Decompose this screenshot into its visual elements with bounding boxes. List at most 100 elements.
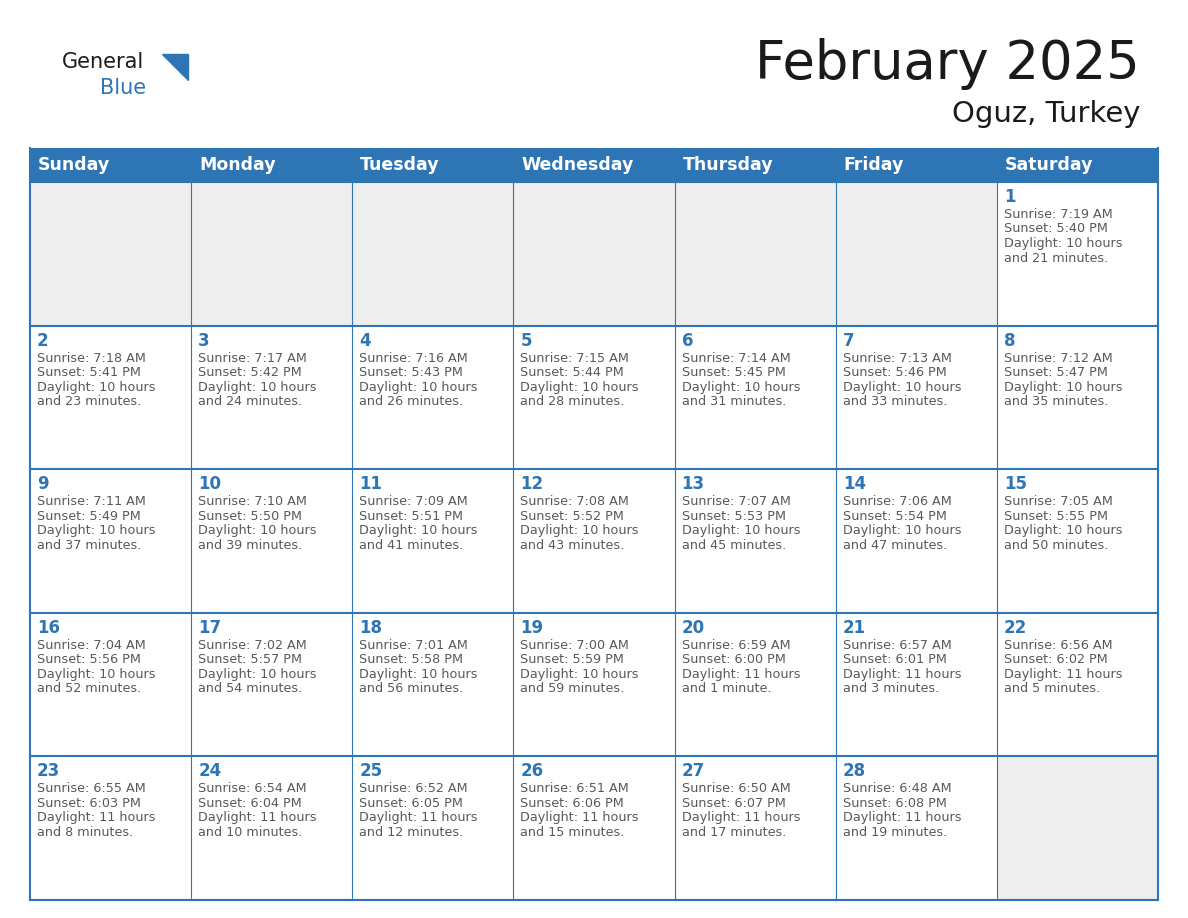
Text: Wednesday: Wednesday bbox=[522, 156, 634, 174]
Bar bbox=[353, 182, 513, 326]
Text: 24: 24 bbox=[198, 763, 221, 780]
Text: Sunrise: 7:10 AM: Sunrise: 7:10 AM bbox=[198, 495, 307, 509]
Bar bbox=[513, 469, 675, 613]
Text: and 39 minutes.: and 39 minutes. bbox=[198, 539, 303, 552]
Text: Sunrise: 7:05 AM: Sunrise: 7:05 AM bbox=[1004, 495, 1113, 509]
Text: Sunrise: 6:59 AM: Sunrise: 6:59 AM bbox=[682, 639, 790, 652]
Text: and 24 minutes.: and 24 minutes. bbox=[198, 395, 302, 409]
Text: 7: 7 bbox=[842, 331, 854, 350]
Text: 19: 19 bbox=[520, 619, 544, 637]
Text: Daylight: 10 hours: Daylight: 10 hours bbox=[198, 667, 317, 681]
Text: Sunrise: 7:02 AM: Sunrise: 7:02 AM bbox=[198, 639, 307, 652]
Text: Daylight: 10 hours: Daylight: 10 hours bbox=[359, 381, 478, 394]
Bar bbox=[675, 326, 835, 469]
Text: 22: 22 bbox=[1004, 619, 1028, 637]
Text: and 41 minutes.: and 41 minutes. bbox=[359, 539, 463, 552]
Text: and 52 minutes.: and 52 minutes. bbox=[37, 682, 141, 695]
Text: Sunrise: 6:56 AM: Sunrise: 6:56 AM bbox=[1004, 639, 1112, 652]
Text: Sunrise: 7:16 AM: Sunrise: 7:16 AM bbox=[359, 352, 468, 364]
Text: 25: 25 bbox=[359, 763, 383, 780]
Text: Sunrise: 7:17 AM: Sunrise: 7:17 AM bbox=[198, 352, 307, 364]
Text: and 12 minutes.: and 12 minutes. bbox=[359, 826, 463, 839]
Text: Sunset: 5:54 PM: Sunset: 5:54 PM bbox=[842, 509, 947, 522]
Text: Daylight: 10 hours: Daylight: 10 hours bbox=[198, 381, 317, 394]
Text: and 35 minutes.: and 35 minutes. bbox=[1004, 395, 1108, 409]
Bar bbox=[353, 469, 513, 613]
Text: Sunrise: 7:08 AM: Sunrise: 7:08 AM bbox=[520, 495, 630, 509]
Text: Sunrise: 7:13 AM: Sunrise: 7:13 AM bbox=[842, 352, 952, 364]
Text: Sunset: 5:51 PM: Sunset: 5:51 PM bbox=[359, 509, 463, 522]
Bar bbox=[191, 182, 353, 326]
Bar bbox=[30, 182, 191, 326]
Text: and 23 minutes.: and 23 minutes. bbox=[37, 395, 141, 409]
Text: Sunset: 5:44 PM: Sunset: 5:44 PM bbox=[520, 366, 624, 379]
Text: Sunday: Sunday bbox=[38, 156, 110, 174]
Text: Daylight: 10 hours: Daylight: 10 hours bbox=[520, 381, 639, 394]
Bar bbox=[835, 469, 997, 613]
Text: Sunrise: 6:48 AM: Sunrise: 6:48 AM bbox=[842, 782, 952, 795]
Text: Daylight: 10 hours: Daylight: 10 hours bbox=[359, 667, 478, 681]
Text: Daylight: 11 hours: Daylight: 11 hours bbox=[1004, 667, 1123, 681]
Text: and 10 minutes.: and 10 minutes. bbox=[198, 826, 303, 839]
Bar bbox=[513, 613, 675, 756]
Text: and 50 minutes.: and 50 minutes. bbox=[1004, 539, 1108, 552]
Text: Sunrise: 7:00 AM: Sunrise: 7:00 AM bbox=[520, 639, 630, 652]
Text: and 59 minutes.: and 59 minutes. bbox=[520, 682, 625, 695]
Text: 26: 26 bbox=[520, 763, 544, 780]
Text: 12: 12 bbox=[520, 476, 544, 493]
Text: Daylight: 11 hours: Daylight: 11 hours bbox=[359, 812, 478, 824]
Bar bbox=[835, 326, 997, 469]
Text: Sunset: 6:04 PM: Sunset: 6:04 PM bbox=[198, 797, 302, 810]
Text: Daylight: 10 hours: Daylight: 10 hours bbox=[37, 667, 156, 681]
Text: Sunrise: 6:57 AM: Sunrise: 6:57 AM bbox=[842, 639, 952, 652]
Bar bbox=[997, 469, 1158, 613]
Text: Daylight: 11 hours: Daylight: 11 hours bbox=[682, 667, 800, 681]
Text: February 2025: February 2025 bbox=[756, 38, 1140, 90]
Text: Sunset: 6:03 PM: Sunset: 6:03 PM bbox=[37, 797, 141, 810]
Bar bbox=[675, 182, 835, 326]
Bar bbox=[30, 469, 191, 613]
Text: Sunset: 5:52 PM: Sunset: 5:52 PM bbox=[520, 509, 625, 522]
Bar bbox=[353, 613, 513, 756]
Text: Sunrise: 6:51 AM: Sunrise: 6:51 AM bbox=[520, 782, 630, 795]
Text: and 37 minutes.: and 37 minutes. bbox=[37, 539, 141, 552]
Text: Friday: Friday bbox=[843, 156, 904, 174]
Bar bbox=[675, 469, 835, 613]
Bar bbox=[997, 182, 1158, 326]
Polygon shape bbox=[162, 54, 188, 80]
Text: Daylight: 10 hours: Daylight: 10 hours bbox=[1004, 524, 1123, 537]
Text: Sunrise: 7:01 AM: Sunrise: 7:01 AM bbox=[359, 639, 468, 652]
Text: Daylight: 10 hours: Daylight: 10 hours bbox=[842, 524, 961, 537]
Bar bbox=[835, 756, 997, 900]
Text: 23: 23 bbox=[37, 763, 61, 780]
Text: 14: 14 bbox=[842, 476, 866, 493]
Bar bbox=[353, 756, 513, 900]
Text: Sunrise: 7:04 AM: Sunrise: 7:04 AM bbox=[37, 639, 146, 652]
Bar bbox=[30, 148, 1158, 182]
Text: Sunset: 5:47 PM: Sunset: 5:47 PM bbox=[1004, 366, 1107, 379]
Bar bbox=[997, 326, 1158, 469]
Bar bbox=[835, 182, 997, 326]
Text: Daylight: 10 hours: Daylight: 10 hours bbox=[520, 524, 639, 537]
Text: Sunrise: 6:50 AM: Sunrise: 6:50 AM bbox=[682, 782, 790, 795]
Text: Sunrise: 6:54 AM: Sunrise: 6:54 AM bbox=[198, 782, 307, 795]
Text: Daylight: 10 hours: Daylight: 10 hours bbox=[198, 524, 317, 537]
Text: Sunrise: 7:18 AM: Sunrise: 7:18 AM bbox=[37, 352, 146, 364]
Text: 18: 18 bbox=[359, 619, 383, 637]
Bar bbox=[30, 326, 191, 469]
Text: Sunset: 5:56 PM: Sunset: 5:56 PM bbox=[37, 654, 141, 666]
Text: Sunset: 5:50 PM: Sunset: 5:50 PM bbox=[198, 509, 302, 522]
Bar bbox=[513, 326, 675, 469]
Text: Sunrise: 7:06 AM: Sunrise: 7:06 AM bbox=[842, 495, 952, 509]
Text: Sunset: 6:00 PM: Sunset: 6:00 PM bbox=[682, 654, 785, 666]
Text: 17: 17 bbox=[198, 619, 221, 637]
Bar bbox=[675, 613, 835, 756]
Text: Sunset: 5:59 PM: Sunset: 5:59 PM bbox=[520, 654, 625, 666]
Text: and 47 minutes.: and 47 minutes. bbox=[842, 539, 947, 552]
Text: Daylight: 11 hours: Daylight: 11 hours bbox=[682, 812, 800, 824]
Text: and 8 minutes.: and 8 minutes. bbox=[37, 826, 133, 839]
Bar bbox=[30, 613, 191, 756]
Text: 10: 10 bbox=[198, 476, 221, 493]
Text: Oguz, Turkey: Oguz, Turkey bbox=[952, 100, 1140, 128]
Text: Sunset: 5:57 PM: Sunset: 5:57 PM bbox=[198, 654, 302, 666]
